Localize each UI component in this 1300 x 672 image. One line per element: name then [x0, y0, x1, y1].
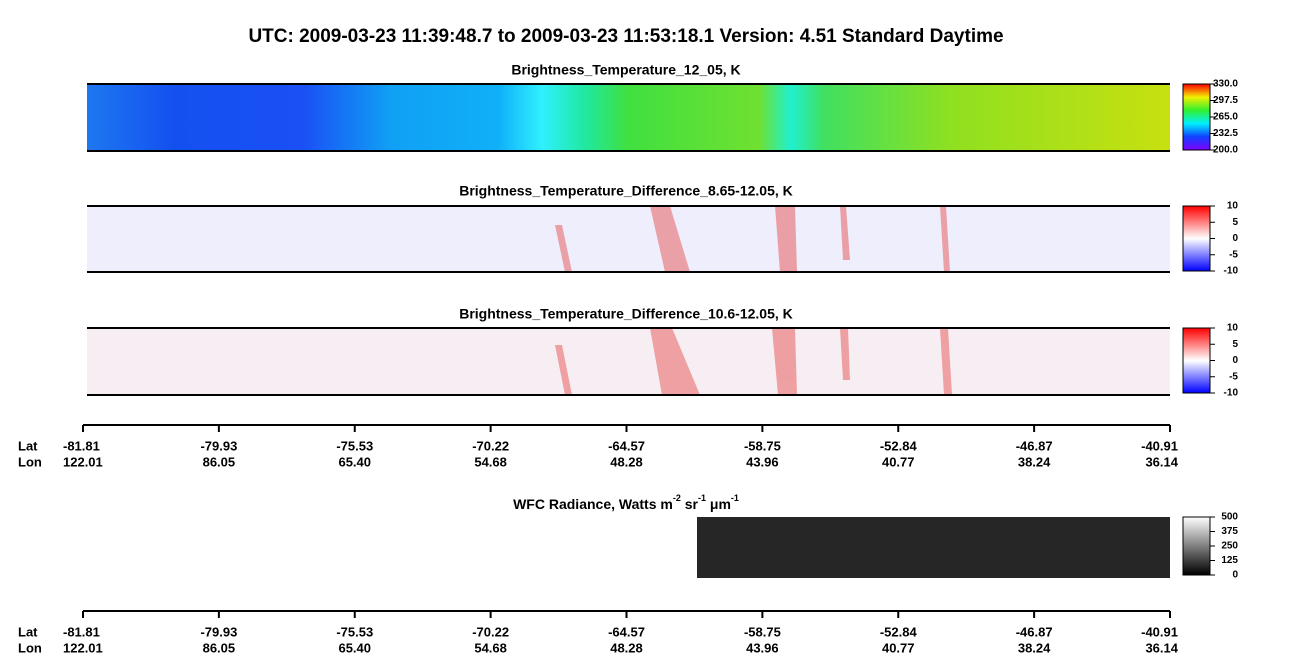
colorbar-tick-label: 0 — [1232, 570, 1238, 581]
colorbar-tick-label: 10 — [1227, 323, 1239, 334]
lat-tick-label: -58.75 — [744, 438, 781, 453]
lat-tick-label: -46.87 — [1016, 438, 1053, 453]
wfc-title-part: μm — [706, 496, 731, 512]
colorbar — [1182, 516, 1211, 576]
lon-label: Lon — [18, 640, 42, 655]
colorbar-tick-label: 5 — [1232, 339, 1238, 350]
colorbar-tick-label: 200.0 — [1213, 145, 1238, 156]
wfc-title-part: -1 — [731, 493, 739, 503]
lon-tick-label: 86.05 — [203, 640, 236, 655]
lat-tick-label: -58.75 — [744, 624, 781, 639]
bt-image — [87, 84, 1170, 151]
lat-tick-label: -40.91 — [1141, 624, 1178, 639]
lon-tick-label: 122.01 — [63, 454, 103, 469]
lon-tick-label: 122.01 — [63, 640, 103, 655]
lon-tick-label: 36.14 — [1145, 640, 1178, 655]
colorbar-tick-label: 5 — [1232, 217, 1238, 228]
colorbar-tick-label: 297.5 — [1213, 95, 1238, 106]
wfc-title-part: -2 — [673, 493, 681, 503]
lat-tick-label: -79.93 — [200, 438, 237, 453]
lon-tick-label: 40.77 — [882, 454, 915, 469]
wfc-title-part: -1 — [698, 493, 706, 503]
colorbar — [1182, 327, 1211, 394]
lon-label: Lon — [18, 454, 42, 469]
lat-tick-label: -70.22 — [472, 624, 509, 639]
wfc-image — [697, 517, 1170, 578]
strip-borders — [87, 83, 1170, 396]
colorbar-tick-label: 330.0 — [1213, 79, 1238, 90]
lat-tick-label: -79.93 — [200, 624, 237, 639]
colorbar-tick-label: 265.0 — [1213, 112, 1238, 123]
colorbar-tick-label: -10 — [1224, 388, 1239, 399]
colorbar-tick-label: 250 — [1221, 541, 1238, 552]
lon-tick-label: 43.96 — [746, 640, 779, 655]
lon-tick-label: 86.05 — [203, 454, 236, 469]
lon-tick-label: 40.77 — [882, 640, 915, 655]
panel-title: Brightness_Temperature_Difference_10.6-1… — [459, 306, 793, 322]
colorbar-tick-label: 232.5 — [1213, 128, 1238, 139]
lon-tick-label: 65.40 — [338, 640, 371, 655]
colorbar — [1182, 83, 1211, 151]
lat-tick-label: -64.57 — [608, 624, 645, 639]
wfc-title-part: WFC Radiance, Watts m — [513, 496, 673, 512]
lat-label: Lat — [18, 438, 38, 453]
panel-title: Brightness_Temperature_Difference_8.65-1… — [459, 183, 793, 199]
colorbar-tick-label: 500 — [1221, 512, 1238, 523]
panel-strips — [87, 83, 1170, 578]
lat-tick-label: -75.53 — [336, 624, 373, 639]
colorbar-tick-label: 375 — [1221, 526, 1238, 537]
lon-tick-label: 54.68 — [474, 454, 507, 469]
lon-tick-label: 48.28 — [610, 640, 643, 655]
lon-tick-label: 36.14 — [1145, 454, 1178, 469]
lat-tick-label: -40.91 — [1141, 438, 1178, 453]
colorbar-tick-label: -5 — [1229, 249, 1238, 260]
btd2-image — [87, 328, 1170, 395]
colorbar-tick-label: 0 — [1232, 355, 1238, 366]
btd2-streaks — [555, 328, 952, 395]
panel-title: Brightness_Temperature_12_05, K — [511, 62, 740, 78]
lon-tick-label: 65.40 — [338, 454, 371, 469]
lon-tick-label: 38.24 — [1018, 454, 1051, 469]
lat-tick-label: -75.53 — [336, 438, 373, 453]
lon-tick-label: 48.28 — [610, 454, 643, 469]
lat-tick-label: -46.87 — [1016, 624, 1053, 639]
lon-tick-label: 54.68 — [474, 640, 507, 655]
wfc-title: WFC Radiance, Watts m-2 sr-1 μm-1 — [513, 493, 739, 511]
lat-tick-label: -81.81 — [63, 624, 100, 639]
colorbar-tick-label: 10 — [1227, 201, 1239, 212]
btd1-streaks — [555, 206, 950, 272]
lat-label: Lat — [18, 624, 38, 639]
lat-tick-label: -52.84 — [880, 438, 918, 453]
lat-tick-label: -81.81 — [63, 438, 100, 453]
colorbars — [1182, 83, 1211, 576]
page-title: UTC: 2009-03-23 11:39:48.7 to 2009-03-23… — [248, 26, 1003, 47]
colorbar-tick-label: -10 — [1224, 266, 1239, 277]
colorbar-tick-label: 125 — [1221, 555, 1238, 566]
wfc-title-part: sr — [681, 496, 699, 512]
lat-tick-label: -52.84 — [880, 624, 918, 639]
colorbar-tick-label: 0 — [1232, 233, 1238, 244]
btd1-image — [87, 206, 1170, 272]
lon-tick-label: 43.96 — [746, 454, 779, 469]
colorbar-tick-label: -5 — [1229, 371, 1238, 382]
colorbar — [1182, 205, 1211, 272]
lat-tick-label: -70.22 — [472, 438, 509, 453]
lon-tick-label: 38.24 — [1018, 640, 1051, 655]
lat-tick-label: -64.57 — [608, 438, 645, 453]
